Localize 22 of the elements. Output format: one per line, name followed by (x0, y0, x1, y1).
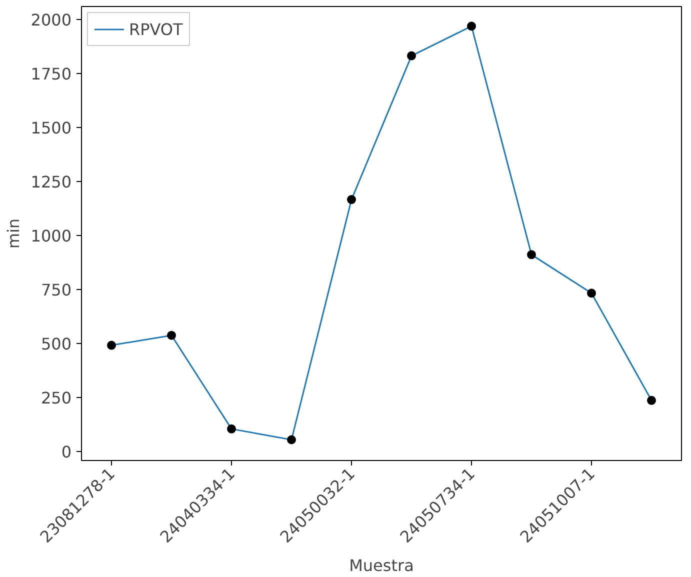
point (287, 435, 296, 444)
y-tick-label: 1000 (30, 226, 72, 246)
point (167, 330, 176, 340)
y-tick-label: 1750 (30, 64, 72, 84)
point (587, 288, 596, 298)
y-tick-label: 1250 (30, 172, 72, 192)
y-tick-label: 0 (61, 442, 72, 462)
point (347, 195, 356, 204)
legend-label: RPVOT (129, 20, 183, 38)
point (407, 51, 416, 60)
y-tick-label: 750 (40, 280, 72, 300)
y-tick-label: 500 (40, 334, 72, 354)
x-axis-title: Muestra (349, 556, 414, 575)
point (107, 340, 116, 350)
y-tick-label: 250 (40, 388, 72, 408)
y-tick-label: 1500 (30, 118, 72, 138)
y-axis-title: min (4, 218, 23, 249)
point (647, 396, 656, 405)
y-tick-label: 2000 (30, 10, 72, 30)
point (527, 250, 536, 260)
point (467, 22, 476, 31)
point (227, 424, 236, 434)
